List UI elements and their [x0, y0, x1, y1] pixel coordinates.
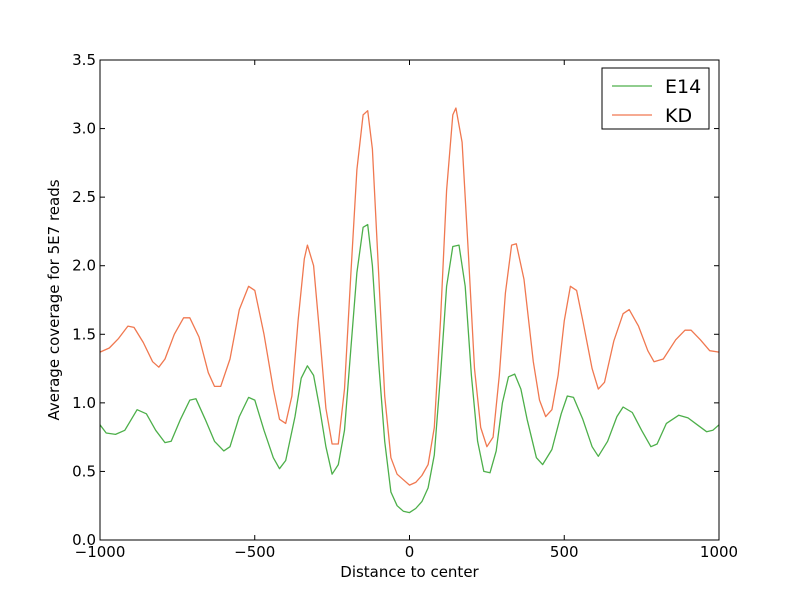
y-tick-label: 1.5 [72, 325, 96, 343]
y-tick-label: 3.5 [72, 51, 96, 69]
x-axis-title: Distance to center [340, 563, 479, 581]
legend-frame [601, 67, 710, 130]
x-tick-label: 1000 [700, 543, 738, 561]
series-layer [99, 107, 720, 514]
x-tick-label: 500 [550, 543, 579, 561]
x-tick-label: −500 [234, 543, 275, 561]
ticks-layer [99, 59, 720, 541]
legend-label-e14: E14 [665, 76, 701, 98]
series-line-kd [99, 107, 720, 486]
y-axis-title: Average coverage for 5E7 reads [45, 179, 63, 420]
y-tick-label: 2.0 [72, 257, 96, 275]
y-tick-label: 3.0 [72, 120, 96, 138]
plot-background [100, 60, 719, 540]
x-tick-label: 0 [405, 543, 415, 561]
legend: E14 KD [601, 67, 710, 130]
legend-label-kd: KD [665, 105, 692, 127]
y-tick-label: 1.0 [72, 394, 96, 412]
y-tick-label: 0.5 [72, 462, 96, 480]
tick-labels-layer: −1000 −500 0 500 1000 0.0 0.5 1.0 1.5 2.0 2.5 3.0 3.… [72, 51, 738, 561]
x-tick-label: −1000 [75, 543, 126, 561]
y-tick-label: 0.0 [72, 531, 96, 549]
y-tick-label: 2.5 [72, 188, 96, 206]
plot-area [99, 59, 720, 541]
series-line-e14 [99, 223, 720, 514]
